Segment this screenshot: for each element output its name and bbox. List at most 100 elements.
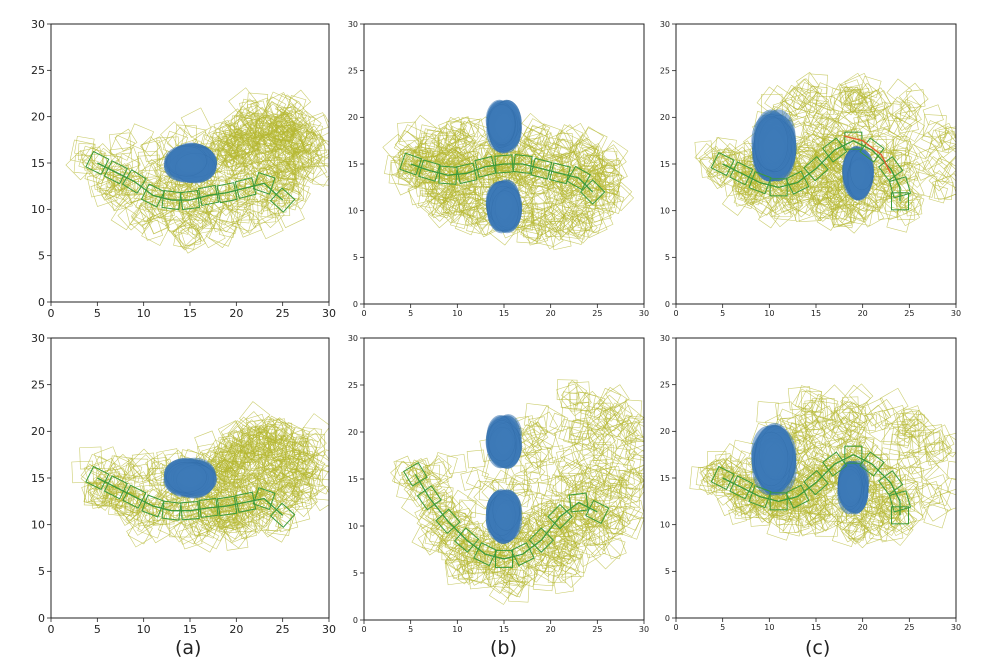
swept-square	[307, 112, 329, 134]
swept-square	[482, 563, 513, 594]
swept-square	[585, 526, 606, 547]
swept-square	[555, 212, 578, 236]
swept-square	[556, 150, 582, 177]
swept-square	[749, 506, 770, 527]
swept-square	[285, 184, 311, 210]
swept-square	[277, 162, 297, 181]
swept-square	[258, 462, 280, 484]
obstacle-blob	[487, 104, 516, 146]
panel-c-top: 0 5 10 15 20 25 30 0 5 10 15 20 25 30	[660, 20, 961, 318]
swept-square	[250, 133, 273, 156]
swept-square	[925, 424, 955, 454]
x-tick-label: 5	[720, 623, 725, 632]
y-tick-label: 30	[348, 334, 358, 343]
swept-square	[865, 404, 890, 429]
swept-square	[611, 400, 633, 423]
swept-square	[444, 126, 469, 151]
swept-square	[265, 159, 296, 190]
swept-square	[483, 155, 504, 176]
x-tick-label: 15	[811, 309, 821, 318]
swept-square	[104, 174, 130, 201]
swept-square	[624, 399, 643, 418]
swept-square	[587, 178, 607, 199]
swept-square	[228, 464, 259, 495]
swept-square	[126, 521, 152, 548]
x-tick-label: 0	[673, 623, 678, 632]
swept-square	[845, 197, 870, 223]
swept-square	[130, 211, 153, 235]
swept-square	[136, 502, 158, 524]
x-tick-label: 10	[137, 307, 151, 320]
swept-square	[603, 417, 624, 438]
obstacle-blob	[754, 431, 789, 487]
swept-square	[597, 170, 622, 195]
swept-square	[614, 439, 637, 461]
swept-square	[810, 442, 832, 463]
obstacle-blob	[849, 149, 874, 191]
swept-square	[795, 71, 820, 96]
panel-a-top: 0 5 10 15 20 25 30 0 5 10 15 20 25 30	[31, 18, 336, 320]
swept-square	[142, 483, 164, 505]
swept-square	[180, 107, 212, 138]
swept-square	[922, 104, 944, 126]
y-tick-label: 10	[660, 206, 670, 215]
swept-square	[212, 206, 239, 233]
swept-square	[906, 448, 933, 475]
swept-square	[578, 468, 603, 494]
swept-square	[101, 182, 130, 211]
y-tick-label: 10	[31, 519, 45, 532]
swept-square	[516, 112, 547, 143]
y-tick-label: 15	[348, 160, 358, 169]
obstacle-blob	[754, 116, 789, 171]
plot-area	[382, 99, 635, 251]
swept-square	[695, 466, 717, 488]
swept-square	[584, 154, 604, 174]
y-tick-label: 30	[31, 18, 45, 31]
swept-square	[281, 183, 300, 202]
swept-square	[253, 451, 277, 476]
swept-square	[694, 140, 713, 159]
swept-square	[946, 460, 956, 481]
swept-square	[559, 217, 588, 245]
swept-square	[588, 407, 612, 431]
obstacle	[485, 99, 523, 154]
swept-square	[188, 204, 213, 229]
swept-square	[555, 124, 584, 153]
swept-square	[602, 535, 626, 560]
swept-square	[538, 205, 566, 233]
x-tick-label: 20	[546, 309, 556, 318]
swept-square	[735, 167, 764, 197]
swept-square	[256, 150, 282, 176]
swept-square	[240, 419, 264, 443]
swept-square	[587, 425, 617, 455]
swept-square	[218, 505, 244, 531]
x-tick-label: 30	[639, 625, 649, 634]
swept-square	[554, 196, 580, 223]
swept-square	[802, 473, 833, 504]
swept-square	[267, 447, 288, 467]
swept-square	[516, 221, 539, 244]
swept-square	[598, 387, 622, 412]
swept-square	[602, 191, 625, 214]
swept-square	[83, 461, 109, 487]
y-tick-label: 5	[353, 569, 358, 578]
swept-square	[580, 390, 604, 415]
swept-square	[790, 86, 811, 107]
swept-square	[275, 511, 295, 531]
swept-region	[689, 383, 956, 549]
swept-square	[923, 503, 949, 529]
swept-square	[556, 383, 582, 409]
swept-square	[616, 511, 644, 540]
caption-b: (b)	[490, 637, 517, 659]
swept-square	[235, 446, 256, 467]
swept-square	[516, 423, 542, 449]
swept-square	[314, 138, 329, 160]
swept-square	[454, 507, 473, 527]
swept-square	[920, 490, 952, 522]
swept-square	[382, 133, 412, 164]
swept-square	[136, 504, 159, 527]
swept-square	[911, 452, 940, 482]
swept-square	[139, 478, 162, 502]
swept-square	[922, 429, 952, 458]
